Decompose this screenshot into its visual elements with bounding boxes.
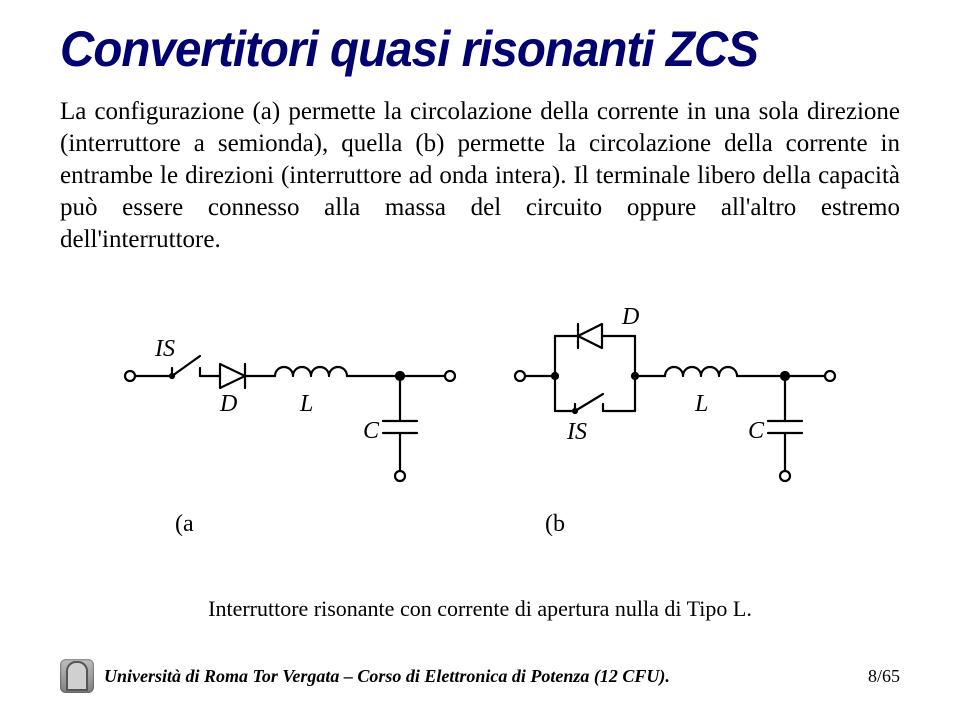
label-L-b: L <box>694 391 708 417</box>
label-C-a: C <box>363 418 380 444</box>
label-D-b: D <box>621 304 639 330</box>
label-b: (b <box>545 511 565 537</box>
slide-footer: Università di Roma Tor Vergata – Corso d… <box>60 659 900 693</box>
slide-title: Convertitori quasi risonanti ZCS <box>60 20 858 78</box>
label-IS-a: IS <box>154 336 175 362</box>
label-IS-b: IS <box>566 419 587 445</box>
university-logo-icon <box>60 659 94 693</box>
body-paragraph: La configurazione (a) permette la circol… <box>60 96 900 256</box>
label-D-a: D <box>219 391 237 417</box>
label-a: (a <box>175 511 194 537</box>
diagram-caption: Interruttore risonante con corrente di a… <box>60 596 900 622</box>
circuit-svg: IS D L C (a D IS L C (b <box>100 286 860 566</box>
circuit-diagram: IS D L C (a D IS L C (b <box>60 286 900 566</box>
label-C-b: C <box>748 418 765 444</box>
page-number: 8/65 <box>868 666 900 687</box>
label-L-a: L <box>299 391 313 417</box>
footer-text: Università di Roma Tor Vergata – Corso d… <box>104 666 670 687</box>
